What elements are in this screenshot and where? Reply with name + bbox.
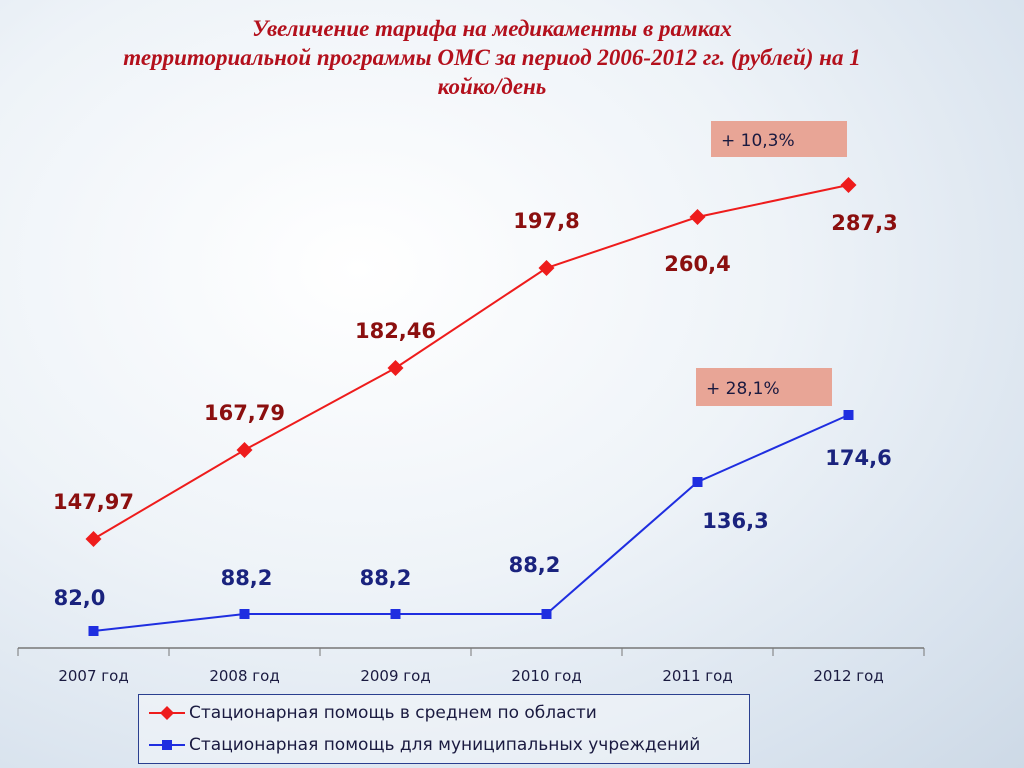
data-point-diamond xyxy=(85,531,102,547)
x-tick-label: 2009 год xyxy=(360,667,430,685)
x-tick-label: 2010 год xyxy=(511,667,581,685)
x-tick-label: 2012 год xyxy=(813,667,883,685)
growth-annotation-box xyxy=(711,121,847,157)
chart-title: Увеличение тарифа на медикаменты в рамка… xyxy=(30,14,954,101)
data-point-square xyxy=(692,477,703,487)
legend-square-marker xyxy=(149,740,185,750)
data-label: 174,6 xyxy=(825,446,891,470)
title-line-3: койко/день xyxy=(437,74,547,99)
legend-label-oblast: Стационарная помощь в среднем по области xyxy=(189,703,597,723)
data-label: 88,2 xyxy=(360,566,412,590)
data-point-diamond xyxy=(387,360,404,376)
data-label: 287,3 xyxy=(831,211,897,235)
data-point-square xyxy=(239,609,250,619)
legend-diamond-marker xyxy=(149,706,185,720)
data-label: 88,2 xyxy=(221,566,273,590)
x-tick-label: 2007 год xyxy=(58,667,128,685)
data-point-diamond xyxy=(689,209,706,225)
data-label: 82,0 xyxy=(54,586,106,610)
legend-label-municipal: Стационарная помощь для муниципальных уч… xyxy=(189,735,701,755)
data-label: 182,46 xyxy=(355,319,436,343)
data-label: 260,4 xyxy=(664,252,730,276)
data-point-square xyxy=(390,609,401,619)
title-line-1: Увеличение тарифа на медикаменты в рамка… xyxy=(252,16,732,41)
title-line-2: территориальной программы ОМС за период … xyxy=(123,45,861,70)
line-chart: 2007 год 2008 год 2009 год 2010 год 2011 год… xyxy=(17,121,925,685)
data-point-square xyxy=(843,410,854,420)
legend: Стационарная помощь в среднем по области… xyxy=(138,694,750,764)
data-point-diamond xyxy=(840,177,857,193)
x-tick-label: 2008 год xyxy=(209,667,279,685)
series-line xyxy=(92,184,849,540)
x-tick-label: 2011 год xyxy=(662,667,732,685)
data-point-diamond xyxy=(538,260,555,276)
data-label: 136,3 xyxy=(702,509,768,533)
series-line xyxy=(93,414,849,632)
data-point-diamond xyxy=(236,442,253,458)
data-label: 88,2 xyxy=(509,553,561,577)
data-label: 147,97 xyxy=(53,490,134,514)
growth-annotation-label: + 10,3% xyxy=(721,131,795,151)
data-point-square xyxy=(541,609,552,619)
legend-item-oblast: Стационарная помощь в среднем по области xyxy=(139,698,749,728)
growth-annotation-label: + 28,1% xyxy=(706,379,780,399)
legend-item-municipal: Стационарная помощь для муниципальных уч… xyxy=(139,730,749,760)
data-point-square xyxy=(88,626,99,636)
data-label: 167,79 xyxy=(204,401,285,425)
growth-annotation-box xyxy=(696,368,832,406)
data-label: 197,8 xyxy=(513,209,579,233)
